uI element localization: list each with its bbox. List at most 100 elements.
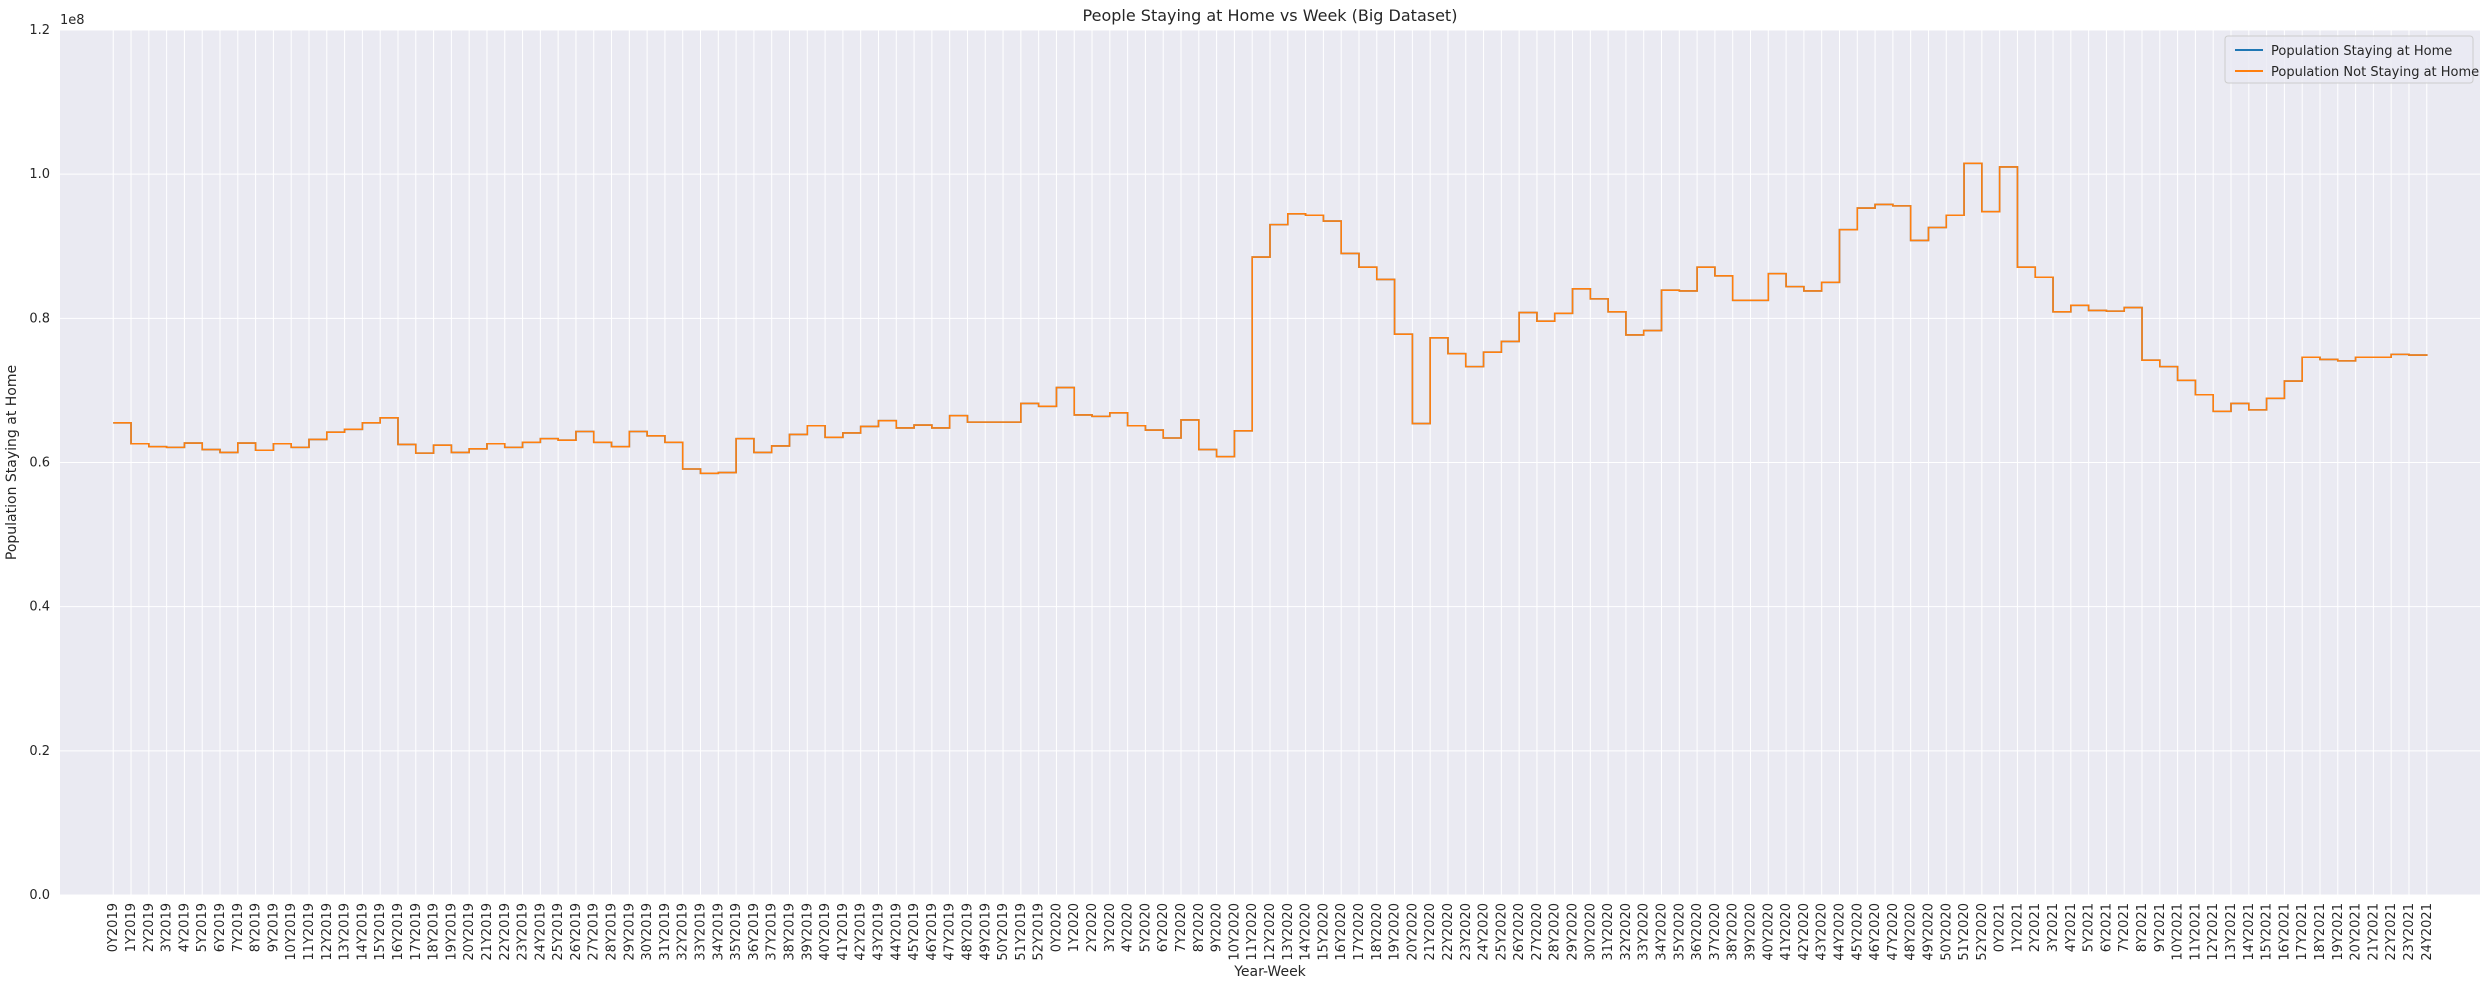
x-tick-label: 31Y2019 — [658, 903, 673, 961]
x-tick-label: 0Y2020 — [1049, 903, 1064, 952]
x-tick-label: 2Y2019 — [142, 903, 157, 952]
x-tick-label: 18Y2021 — [2313, 903, 2328, 961]
legend-box — [2224, 35, 2474, 84]
x-tick-label: 46Y2019 — [925, 903, 940, 961]
x-tick-label: 10Y2021 — [2171, 903, 2186, 961]
x-tick-label: 3Y2021 — [2046, 903, 2061, 952]
x-tick-label: 11Y2019 — [302, 903, 317, 961]
x-tick-label: 13Y2020 — [1281, 903, 1296, 961]
x-tick-label: 13Y2021 — [2224, 903, 2239, 961]
x-tick-label: 23Y2019 — [516, 903, 531, 961]
x-tick-label: 38Y2020 — [1726, 903, 1741, 961]
x-tick-label: 49Y2019 — [978, 903, 993, 961]
x-tick-label: 43Y2020 — [1815, 903, 1830, 961]
x-tick-label: 26Y2020 — [1512, 903, 1527, 961]
x-tick-label: 35Y2020 — [1672, 903, 1687, 961]
x-tick-label: 7Y2019 — [231, 903, 246, 952]
x-tick-label: 46Y2020 — [1868, 903, 1883, 961]
x-tick-label: 35Y2019 — [729, 903, 744, 961]
y-tick-label: 0.8 — [29, 311, 50, 326]
x-tick-label: 48Y2020 — [1904, 903, 1919, 961]
x-tick-label: 16Y2020 — [1334, 903, 1349, 961]
x-tick-label: 30Y2020 — [1583, 903, 1598, 961]
x-tick-label: 3Y2019 — [160, 903, 175, 952]
x-tick-label: 42Y2019 — [854, 903, 869, 961]
x-tick-label: 5Y2019 — [195, 903, 210, 952]
x-tick-label: 19Y2021 — [2331, 903, 2346, 961]
x-tick-label: 20Y2020 — [1405, 903, 1420, 961]
x-tick-label: 20Y2021 — [2349, 903, 2364, 961]
x-tick-label: 33Y2019 — [694, 903, 709, 961]
x-tick-label: 5Y2020 — [1138, 903, 1153, 952]
x-tick-label: 24Y2019 — [533, 903, 548, 961]
x-tick-label: 19Y2020 — [1388, 903, 1403, 961]
x-tick-label: 15Y2020 — [1316, 903, 1331, 961]
x-tick-label: 7Y2021 — [2117, 903, 2132, 952]
x-tick-label: 19Y2019 — [444, 903, 459, 961]
x-tick-label: 32Y2019 — [676, 903, 691, 961]
x-tick-label: 9Y2021 — [2153, 903, 2168, 952]
x-axis-title: Year-Week — [1233, 964, 1306, 980]
x-tick-label: 14Y2020 — [1299, 903, 1314, 961]
x-axis-ticks: 0Y2019 1Y2019 2Y2019 3Y2019 4Y2019 5Y2019 6Y20… — [106, 903, 2435, 961]
x-tick-label: 6Y2020 — [1156, 903, 1171, 952]
x-tick-label: 30Y2019 — [640, 903, 655, 961]
x-tick-label: 39Y2019 — [800, 903, 815, 961]
y-axis-title: Population Staying at Home — [4, 365, 20, 560]
x-tick-label: 31Y2020 — [1601, 903, 1616, 961]
x-tick-label: 8Y2019 — [249, 903, 264, 952]
x-tick-label: 6Y2021 — [2099, 903, 2114, 952]
y-tick-label: 1.0 — [29, 167, 50, 182]
x-tick-label: 11Y2021 — [2188, 903, 2203, 961]
x-tick-label: 4Y2020 — [1121, 903, 1136, 952]
x-tick-label: 15Y2021 — [2260, 903, 2275, 961]
x-tick-label: 13Y2019 — [338, 903, 353, 961]
x-tick-label: 23Y2020 — [1459, 903, 1474, 961]
x-tick-label: 10Y2020 — [1227, 903, 1242, 961]
x-tick-label: 50Y2019 — [996, 903, 1011, 961]
x-tick-label: 44Y2020 — [1832, 903, 1847, 961]
x-tick-label: 38Y2019 — [782, 903, 797, 961]
x-tick-label: 23Y2021 — [2402, 903, 2417, 961]
y-axis-scale-label: 1e8 — [60, 13, 85, 28]
x-tick-label: 40Y2020 — [1761, 903, 1776, 961]
grid-lines — [60, 29, 2480, 896]
x-tick-label: 18Y2019 — [427, 903, 442, 961]
x-tick-label: 1Y2020 — [1067, 903, 1082, 952]
x-tick-label: 1Y2021 — [2010, 903, 2025, 952]
x-tick-label: 16Y2019 — [391, 903, 406, 961]
x-tick-label: 45Y2020 — [1850, 903, 1865, 961]
x-tick-label: 21Y2019 — [480, 903, 495, 961]
x-tick-label: 10Y2019 — [284, 903, 299, 961]
x-tick-label: 8Y2021 — [2135, 903, 2150, 952]
y-tick-label: 1.2 — [29, 23, 50, 38]
x-tick-label: 18Y2020 — [1370, 903, 1385, 961]
x-tick-label: 7Y2020 — [1174, 903, 1189, 952]
x-tick-label: 37Y2019 — [765, 903, 780, 961]
x-tick-label: 24Y2020 — [1477, 903, 1492, 961]
x-tick-label: 21Y2020 — [1423, 903, 1438, 961]
x-tick-label: 26Y2019 — [569, 903, 584, 961]
y-tick-label: 0.6 — [29, 456, 50, 471]
x-tick-label: 22Y2021 — [2384, 903, 2399, 961]
x-tick-label: 25Y2020 — [1494, 903, 1509, 961]
x-tick-label: 22Y2019 — [498, 903, 513, 961]
x-tick-label: 34Y2019 — [711, 903, 726, 961]
x-tick-label: 28Y2019 — [605, 903, 620, 961]
y-tick-label: 0.4 — [29, 600, 50, 615]
x-tick-label: 9Y2020 — [1210, 903, 1225, 952]
x-tick-label: 47Y2019 — [943, 903, 958, 961]
x-tick-label: 9Y2019 — [266, 903, 281, 952]
x-tick-label: 27Y2019 — [587, 903, 602, 961]
legend: Population Staying at Home Population No… — [2224, 35, 2479, 84]
x-tick-label: 25Y2019 — [551, 903, 566, 961]
legend-label-staying: Population Staying at Home — [2271, 44, 2452, 59]
x-tick-label: 29Y2019 — [622, 903, 637, 961]
y-axis-ticks: 0.0 0.2 0.4 0.6 0.8 1.0 1.2 — [29, 23, 50, 903]
x-tick-label: 16Y2021 — [2277, 903, 2292, 961]
x-tick-label: 51Y2019 — [1014, 903, 1029, 961]
x-tick-label: 12Y2019 — [320, 903, 335, 961]
x-tick-label: 12Y2020 — [1263, 903, 1278, 961]
x-tick-label: 34Y2020 — [1655, 903, 1670, 961]
